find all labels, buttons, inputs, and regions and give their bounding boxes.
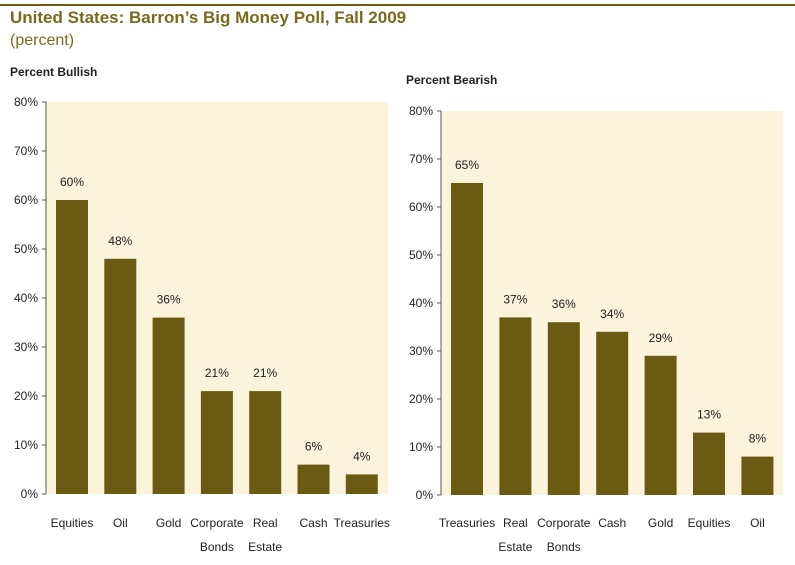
bullish-x-tick-label-cash: Cash — [299, 516, 327, 530]
bullish-x-tick-label-gold: Gold — [156, 516, 181, 530]
bearish-x-tick-label-cash: Cash — [598, 516, 626, 530]
bullish-bar-equities — [56, 200, 88, 494]
bearish-x-tick-label-equities: Equities — [688, 516, 731, 530]
bearish-value-label-real-estate: 37% — [503, 292, 527, 306]
bearish-bar-corporate-bonds — [547, 322, 580, 495]
bearish-y-tick-label: 80% — [409, 104, 433, 118]
bullish-x-tick-label-corporate-bonds: Corporate Bonds — [190, 516, 244, 554]
bullish-bar-corporate-bonds — [200, 391, 233, 494]
bearish-x-tick-label-gold: Gold — [648, 516, 673, 530]
bearish-bar-treasuries — [451, 183, 483, 495]
bullish-bar-real-estate — [249, 391, 282, 494]
bullish-value-label-real-estate: 21% — [253, 366, 277, 380]
bullish-value-label-gold: 36% — [157, 293, 181, 307]
bearish-y-tick-label: 40% — [409, 296, 433, 310]
bullish-x-tick-label-treasuries: Treasuries — [334, 516, 390, 530]
bearish-bar-gold — [644, 355, 677, 495]
page-title: United States: Barron’s Big Money Poll, … — [10, 8, 407, 27]
bearish-x-tick-label-real-estate: Real Estate — [498, 516, 532, 554]
bearish-y-tick-label: 70% — [409, 152, 433, 166]
bearish-y-tick-label: 0% — [416, 488, 434, 502]
bearish-chart: Percent Bearish 0% 10% 20% 30% 40% 50% 60% 70% 80… — [406, 73, 783, 554]
bullish-value-label-treasuries: 4% — [353, 449, 371, 463]
bearish-bar-oil — [741, 456, 774, 495]
bearish-bar-cash — [596, 331, 629, 495]
bearish-x-tick-label-oil: Oil — [750, 516, 765, 530]
bullish-y-tick-label: 30% — [14, 340, 38, 354]
bearish-y-tick-label: 60% — [409, 200, 433, 214]
bearish-y-tick-label: 10% — [409, 440, 433, 454]
bullish-bar-gold — [152, 317, 185, 494]
bearish-value-label-gold: 29% — [649, 331, 673, 345]
bearish-value-label-treasuries: 65% — [455, 158, 479, 172]
bullish-bar-cash — [297, 464, 330, 494]
bullish-bar-treasuries — [345, 474, 378, 494]
bullish-x-tick-label-oil: Oil — [113, 516, 128, 530]
bearish-value-label-equities: 13% — [697, 408, 721, 422]
bullish-chart: Percent Bullish 0% 10% 20% 30% 40% 50% 60% 70% 80… — [10, 65, 390, 554]
bullish-y-tick-label: 80% — [14, 95, 38, 109]
bullish-y-tick-label: 70% — [14, 144, 38, 158]
bullish-value-label-equities: 60% — [60, 175, 84, 189]
bearish-x-tick-label-treasuries: Treasuries — [439, 516, 495, 530]
bearish-value-label-oil: 8% — [749, 432, 767, 446]
bearish-bar-equities — [693, 432, 725, 495]
title-rule — [0, 4, 795, 6]
bearish-value-label-corporate-bonds: 36% — [552, 297, 576, 311]
bullish-y-tick-label: 20% — [14, 389, 38, 403]
bullish-y-tick-label: 40% — [14, 291, 38, 305]
bearish-chart-title: Percent Bearish — [406, 73, 497, 87]
bullish-bar-oil — [104, 258, 137, 494]
bullish-x-tick-label-equities: Equities — [51, 516, 94, 530]
bullish-y-tick-label: 0% — [21, 487, 39, 501]
bullish-value-label-cash: 6% — [305, 440, 323, 454]
bearish-y-tick-label: 30% — [409, 344, 433, 358]
bearish-y-tick-label: 20% — [409, 392, 433, 406]
bullish-value-label-oil: 48% — [108, 234, 132, 248]
bearish-y-tick-label: 50% — [409, 248, 433, 262]
bullish-y-tick-label: 50% — [14, 242, 38, 256]
bearish-value-label-cash: 34% — [600, 307, 624, 321]
bearish-bar-real-estate — [499, 317, 532, 495]
bullish-value-label-corporate-bonds: 21% — [205, 366, 229, 380]
bullish-y-tick-label: 60% — [14, 193, 38, 207]
bullish-x-tick-label-real-estate: Real Estate — [248, 516, 282, 554]
bullish-y-tick-label: 10% — [14, 438, 38, 452]
page-subtitle: (percent) — [10, 32, 75, 49]
bearish-x-tick-label-corporate-bonds: Corporate Bonds — [537, 516, 591, 554]
bullish-chart-title: Percent Bullish — [10, 65, 97, 79]
